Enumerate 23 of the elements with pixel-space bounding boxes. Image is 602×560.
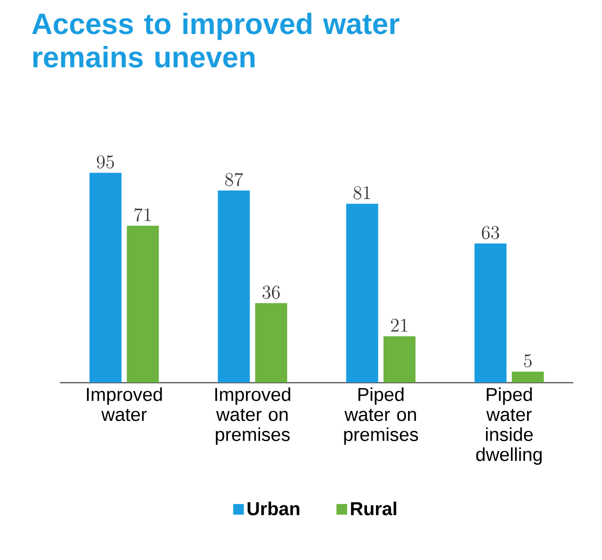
bar	[218, 190, 250, 383]
bar	[384, 336, 416, 383]
x-tick-label: Piped water inside dwelling	[476, 387, 542, 465]
bar	[255, 303, 288, 383]
legend-label: Rural	[351, 502, 396, 516]
data-label: 21	[391, 318, 408, 332]
chart-title: Access to improved water remains uneven	[32, 12, 400, 68]
x-tick-label: Improved water	[86, 387, 162, 422]
data-label: 95	[96, 155, 114, 168]
data-label: 87	[225, 172, 243, 186]
x-tick-label: Piped water on premises	[344, 387, 418, 445]
data-label: 81	[354, 186, 370, 200]
bar	[126, 226, 159, 383]
bar	[346, 204, 378, 383]
data-label: 63	[482, 226, 500, 240]
data-label: 71	[134, 208, 151, 222]
bar	[512, 372, 544, 383]
legend-label: Urban	[248, 502, 300, 516]
x-tick-label: Improved water on premises	[215, 387, 290, 445]
bar	[474, 243, 507, 383]
bar	[90, 172, 122, 383]
data-label: 5	[524, 354, 532, 368]
data-label: 36	[262, 286, 280, 299]
